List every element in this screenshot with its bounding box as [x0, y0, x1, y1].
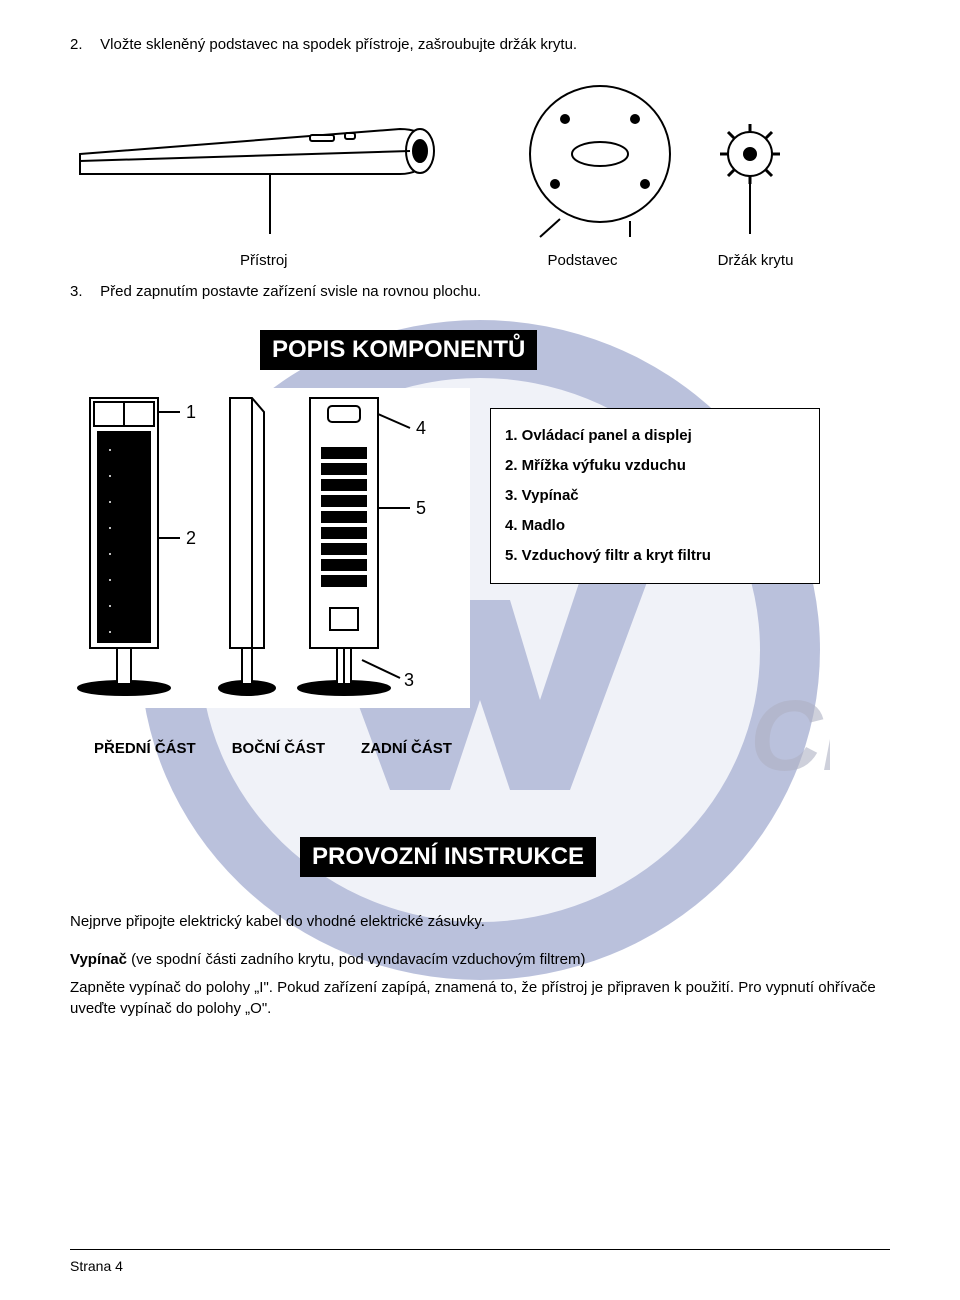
legend-5: 5. Vzduchový filtr a kryt filtru [505, 541, 805, 571]
page-footer: Strana 4 [70, 1258, 123, 1274]
op-text-1: Nejprve připojte elektrický kabel do vho… [70, 911, 890, 933]
legend-4: 4. Madlo [505, 511, 805, 541]
digit-5: 5 [416, 498, 426, 518]
legend-1: 1. Ovládací panel a displej [505, 421, 805, 451]
op-text-2-bold: Vypínač [70, 951, 127, 968]
components-section: 1 2 [70, 388, 890, 728]
step-2: 2. Vložte skleněný podstavec na spodek p… [70, 36, 890, 53]
label-base: Podstavec [548, 252, 618, 269]
label-side: BOČNÍ ČÁST [232, 740, 325, 757]
digit-2: 2 [186, 528, 196, 548]
step-3-num: 3. [70, 283, 96, 300]
digit-3: 3 [404, 670, 414, 690]
digit-1: 1 [186, 402, 196, 422]
legend-box: 1. Ovládací panel a displej 2. Mřížka vý… [490, 408, 820, 584]
label-front: PŘEDNÍ ČÁST [94, 740, 196, 757]
label-appliance: Přístroj [240, 252, 288, 269]
op-text-2-rest: (ve spodní části zadního krytu, pod vynd… [127, 951, 586, 968]
op-text-2: Vypínač (ve spodní části zadního krytu, … [70, 949, 890, 971]
diagram1-labels: Přístroj Podstavec Držák krytu [70, 252, 890, 269]
footer-line [70, 1249, 890, 1250]
step-3: 3. Před zapnutím postavte zařízení svisl… [70, 283, 890, 300]
page-content: 2. Vložte skleněný podstavec na spodek p… [0, 0, 960, 1020]
digit-4: 4 [416, 418, 426, 438]
label-bracket: Držák krytu [718, 252, 794, 269]
heading-components: POPIS KOMPONENTŮ [260, 330, 537, 370]
components-diagram: 1 2 [70, 388, 470, 708]
legend-2: 2. Mřížka výfuku vzduchu [505, 451, 805, 481]
step-3-text: Před zapnutím postavte zařízení svisle n… [100, 283, 481, 300]
op-text-3: Zapněte vypínač do polohy „I". Pokud zař… [70, 977, 890, 1021]
heading-operation: PROVOZNÍ INSTRUKCE [300, 837, 596, 877]
step-2-num: 2. [70, 36, 96, 53]
step-2-text: Vložte skleněný podstavec na spodek přís… [100, 36, 577, 53]
assembly-diagram [70, 79, 850, 239]
label-back: ZADNÍ ČÁST [361, 740, 452, 757]
part-labels: PŘEDNÍ ČÁST BOČNÍ ČÁST ZADNÍ ČÁST [94, 740, 890, 757]
legend-3: 3. Vypínač [505, 481, 805, 511]
